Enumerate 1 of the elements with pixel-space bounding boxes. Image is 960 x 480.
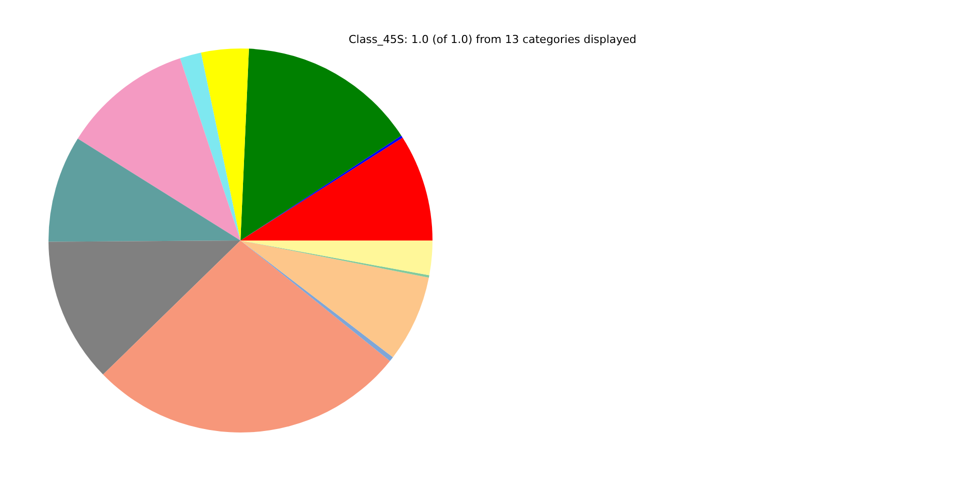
text: Class_45S: 1.0 (of 1.0) from 13 categories displayed [348,33,636,46]
